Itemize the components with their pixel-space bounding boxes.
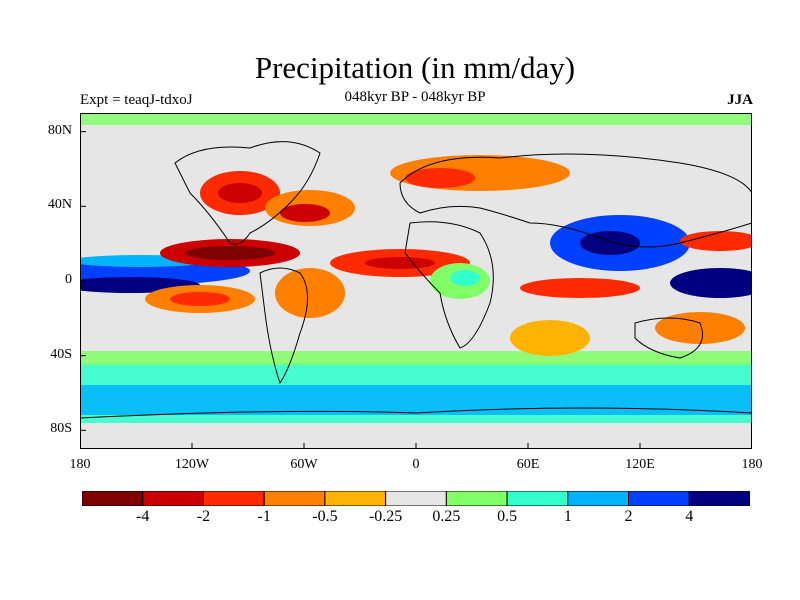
lat-label: 0	[65, 272, 72, 287]
colorbar-label: -4	[136, 508, 150, 525]
lat-label: 40S	[50, 346, 72, 362]
lon-label: 0	[412, 457, 420, 472]
colorbar-swatch	[506, 491, 569, 506]
coastlines	[80, 141, 752, 419]
lon-label: 60W	[290, 457, 318, 472]
experiment-label: Expt = teaqJ-tdxoJ	[80, 92, 193, 108]
map-title: Precipitation (in mm/day)	[254, 50, 576, 85]
colorbar-swatch	[202, 491, 265, 506]
colorbar-label: -2	[196, 508, 211, 525]
colorbar-swatch	[445, 491, 508, 506]
colorbar-swatch	[324, 491, 387, 506]
lon-label: 120W	[174, 457, 210, 472]
lon-label: 60E	[516, 457, 540, 472]
colorbar-label: -0.5	[312, 508, 338, 525]
colorbar-label: 0.25	[432, 508, 461, 525]
lat-label: 40N	[47, 197, 72, 213]
season-label: JJA	[727, 92, 753, 108]
lat-label: 80S	[50, 421, 72, 437]
colorbar-swatch	[263, 491, 326, 506]
subtitle: 048kyr BP - 048kyr BP	[344, 89, 486, 105]
colorbar-label: 4	[685, 508, 694, 525]
colorbar-label: -0.25	[368, 508, 403, 525]
lon-label: 180	[69, 457, 91, 472]
colorbar-label: 1	[563, 508, 572, 525]
colorbar-swatch	[82, 491, 144, 506]
colorbar-swatch	[628, 491, 690, 506]
colorbar-swatch	[567, 491, 630, 506]
colorbar-label: 2	[624, 508, 633, 525]
precipitation-map	[80, 113, 752, 449]
lon-label: 120E	[625, 457, 655, 472]
colorbar-swatch	[688, 491, 750, 506]
colorbar-label: -1	[257, 508, 271, 525]
colorbar	[82, 491, 750, 506]
colorbar-swatch	[385, 491, 447, 506]
colorbar-swatch	[142, 491, 204, 506]
lon-label: 180	[741, 457, 763, 472]
lat-label: 80N	[47, 122, 72, 138]
colorbar-label: 0.5	[497, 508, 518, 525]
